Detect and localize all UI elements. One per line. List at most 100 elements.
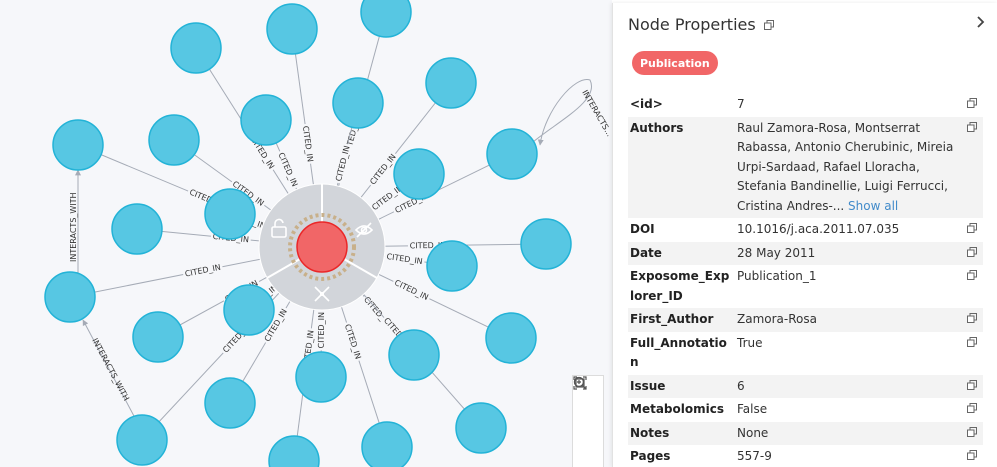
copy-icon[interactable] xyxy=(967,450,977,460)
panel-header: Node Properties xyxy=(628,15,774,34)
selected-node[interactable] xyxy=(296,221,348,273)
graph-node[interactable] xyxy=(170,22,222,74)
property-key: Metabolomics xyxy=(630,402,724,416)
graph-node[interactable] xyxy=(44,271,96,323)
property-value: 7 xyxy=(737,95,965,115)
copy-icon[interactable] xyxy=(967,121,977,132)
graph-node[interactable] xyxy=(520,218,572,270)
property-key: Pages xyxy=(630,449,671,463)
edge-label-bg xyxy=(391,276,432,304)
self-loop-edge xyxy=(532,79,593,146)
copy-icon[interactable] xyxy=(967,246,977,257)
property-value-text: Zamora-Rosa xyxy=(737,312,817,326)
self-loop-label: INTERACTS... xyxy=(580,89,612,139)
graph-node[interactable] xyxy=(132,311,184,363)
property-value-text: 28 May 2011 xyxy=(737,245,816,260)
edge-label-bg xyxy=(384,251,426,267)
graph-node[interactable] xyxy=(148,114,200,166)
graph-node[interactable] xyxy=(240,94,292,146)
fit-screen-button[interactable] xyxy=(573,376,603,467)
edge-label-bg xyxy=(275,149,301,190)
edge-label: CITED_IN xyxy=(334,145,352,183)
nodes-layer xyxy=(44,0,572,467)
graph-node[interactable] xyxy=(268,435,320,467)
property-key: Date xyxy=(630,245,662,260)
property-row: Pages 557-9 xyxy=(628,445,983,467)
graph-svg[interactable]: CITED_IN CITED_IN CITED_IN CITED_IN CITED_IN… xyxy=(0,0,612,467)
property-value-text: 10.1016/j.aca.2011.07.035 xyxy=(737,222,900,236)
property-row: Authors Raul Zamora-Rosa, Montserrat Raba… xyxy=(628,116,983,218)
selected-node-group[interactable] xyxy=(258,183,386,311)
node-properties-panel: Node Properties Publication <id> 7 Authors… xyxy=(612,3,997,467)
edge-label: CITED_IN xyxy=(393,278,430,302)
interacts-with-edge-lower xyxy=(82,319,136,419)
show-all-link[interactable]: Show all xyxy=(844,198,899,213)
graph-node[interactable] xyxy=(295,351,347,403)
property-key: Issue xyxy=(630,378,666,393)
property-key: Authors xyxy=(630,120,684,135)
graph-node[interactable] xyxy=(204,188,256,240)
property-key: Exposome_Explorer_ID xyxy=(630,269,730,303)
expand-icon[interactable] xyxy=(314,286,330,302)
zoom-controls xyxy=(572,375,604,467)
graph-node[interactable] xyxy=(111,203,163,255)
copy-icon[interactable] xyxy=(967,336,977,347)
property-value-text: True xyxy=(737,335,763,350)
copy-icon[interactable] xyxy=(967,426,977,437)
graph-canvas[interactable]: CITED_IN CITED_IN CITED_IN CITED_IN CITED_IN… xyxy=(0,0,612,467)
label-chip-publication[interactable]: Publication xyxy=(632,51,718,75)
graph-node[interactable] xyxy=(485,312,537,364)
graph-node[interactable] xyxy=(361,421,413,467)
graph-node[interactable] xyxy=(388,329,440,381)
property-row: <id> 7 xyxy=(628,93,983,117)
property-value-text: 6 xyxy=(737,378,745,393)
property-row: Notes None xyxy=(628,421,983,445)
panel-title: Node Properties xyxy=(628,15,756,34)
graph-node[interactable] xyxy=(116,414,168,466)
graph-node[interactable] xyxy=(223,284,275,336)
chevron-right-icon[interactable] xyxy=(973,15,987,29)
graph-node[interactable] xyxy=(204,377,256,429)
graph-node[interactable] xyxy=(425,57,477,109)
property-row: DOI 10.1016/j.aca.2011.07.035 xyxy=(628,218,983,242)
property-value: 557-9 xyxy=(737,447,965,467)
edge-label: CITED_IN xyxy=(276,151,299,188)
graph-node[interactable] xyxy=(455,402,507,454)
copy-icon[interactable] xyxy=(967,379,977,390)
property-value-text: None xyxy=(737,425,769,440)
graph-node[interactable] xyxy=(266,3,318,55)
copy-icon[interactable] xyxy=(967,403,977,413)
property-value-text: Raul Zamora-Rosa, Montserrat Rabassa, An… xyxy=(737,120,954,213)
graph-node[interactable] xyxy=(426,240,478,292)
selected-node-halo xyxy=(288,213,356,281)
edge-label-bg xyxy=(366,150,400,189)
edge-label-bg xyxy=(229,177,268,210)
graph-node[interactable] xyxy=(332,77,384,129)
copy-icon[interactable] xyxy=(967,98,977,108)
copy-icon[interactable] xyxy=(967,313,977,323)
property-value: None xyxy=(737,424,965,444)
property-row: Date 28 May 2011 xyxy=(628,241,983,265)
property-value: False xyxy=(737,400,965,420)
copy-icon[interactable] xyxy=(763,19,774,30)
graph-node[interactable] xyxy=(393,148,445,200)
edge-label: CITED_IN xyxy=(184,263,221,279)
ring-divider-right xyxy=(343,258,378,279)
property-key: DOI xyxy=(630,222,655,236)
edge-label-bg xyxy=(261,305,291,346)
edge-label-bg xyxy=(316,310,327,351)
eye-off-icon[interactable] xyxy=(354,222,374,238)
copy-icon[interactable] xyxy=(967,270,977,280)
edge-label-bg xyxy=(300,123,316,165)
property-value: Raul Zamora-Rosa, Montserrat Rabassa, An… xyxy=(737,119,965,217)
zoom-out-button[interactable] xyxy=(573,376,603,438)
property-key: <id> xyxy=(630,97,663,111)
unlock-icon[interactable] xyxy=(271,218,287,238)
property-value: 28 May 2011 xyxy=(737,244,965,264)
edge-label: CITED_IN xyxy=(368,152,398,186)
graph-node[interactable] xyxy=(360,0,412,38)
graph-node[interactable] xyxy=(486,128,538,180)
interacts-with-label: INTERACTS_WITH xyxy=(69,192,78,262)
graph-node[interactable] xyxy=(52,119,104,171)
copy-icon[interactable] xyxy=(967,223,977,233)
